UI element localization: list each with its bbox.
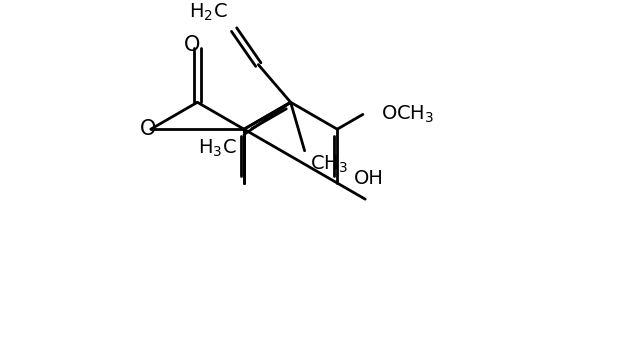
Text: H$_2$C: H$_2$C [189, 2, 228, 23]
Text: H$_3$C: H$_3$C [198, 138, 236, 159]
Text: CH$_3$: CH$_3$ [310, 154, 348, 175]
Text: O: O [184, 35, 200, 55]
Text: OCH$_3$: OCH$_3$ [381, 104, 434, 125]
Text: OH: OH [353, 169, 383, 188]
Text: O: O [140, 119, 156, 139]
